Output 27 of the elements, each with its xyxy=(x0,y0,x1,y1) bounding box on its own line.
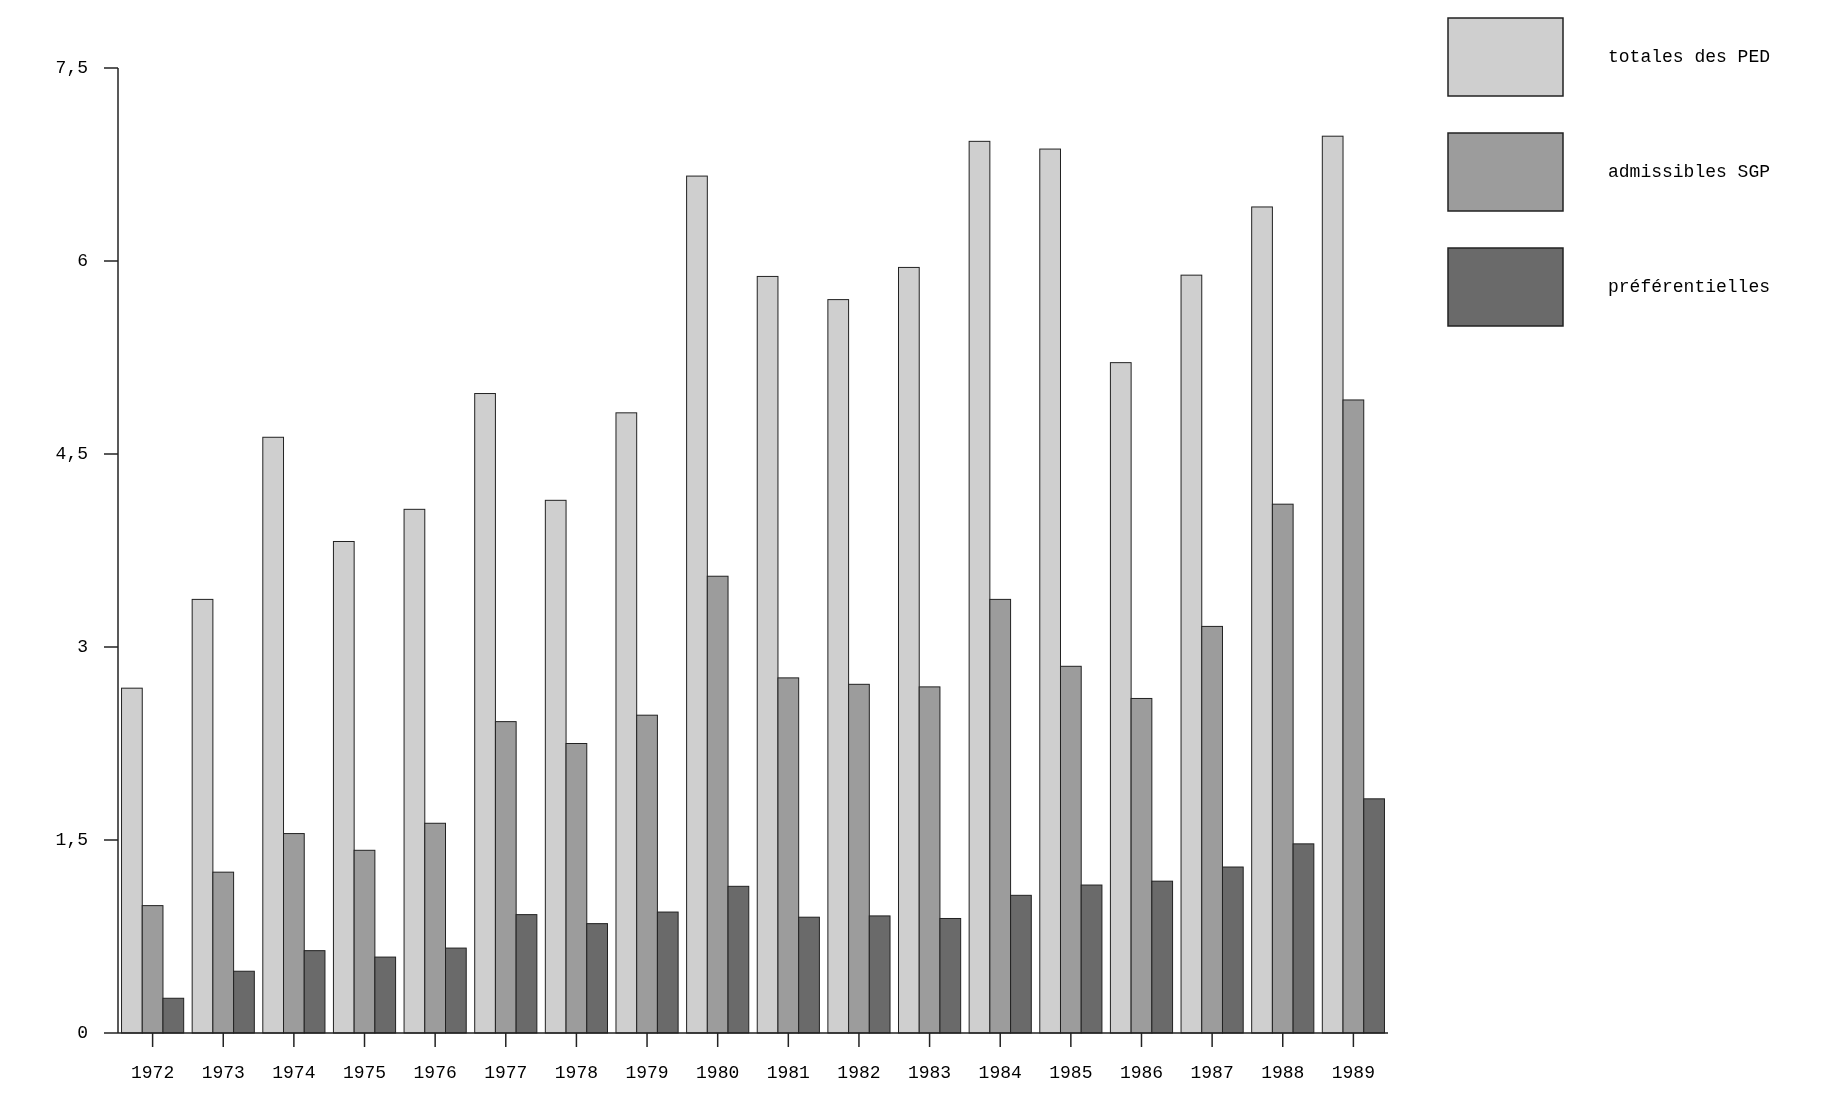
x-tick-label: 1976 xyxy=(413,1063,457,1083)
x-tick-label: 1972 xyxy=(131,1063,175,1083)
x-tick-label: 1975 xyxy=(342,1063,387,1083)
text: préférentielles xyxy=(1608,276,1771,297)
x-tick-label: 1988 xyxy=(1261,1063,1305,1083)
x-tick-label: 1983 xyxy=(907,1063,952,1083)
x-tick-label: 1982 xyxy=(837,1063,881,1083)
x-tick-label: 1984 xyxy=(978,1063,1022,1083)
x-tick-label: 1989 xyxy=(1331,1063,1375,1083)
x-tick-label: 1985 xyxy=(1049,1063,1093,1083)
y-tick-label: 7,5 xyxy=(55,57,88,78)
text: admissibles SGP xyxy=(1608,161,1771,182)
y-tick-label: 4,5 xyxy=(55,443,88,464)
x-tick-label: 1973 xyxy=(201,1063,245,1083)
x-tick-label: 1980 xyxy=(696,1063,740,1083)
y-tick-label: 3 xyxy=(77,636,88,657)
x-tick-label: 1986 xyxy=(1119,1063,1164,1083)
x-tick-label: 1978 xyxy=(554,1063,599,1083)
text: totales des PED xyxy=(1608,46,1771,67)
x-tick-label: 1974 xyxy=(272,1063,316,1083)
y-tick-label: 0 xyxy=(77,1022,88,1043)
x-tick-label: 1979 xyxy=(625,1063,669,1083)
x-tick-label: 1987 xyxy=(1190,1063,1234,1083)
y-tick-label: 1,5 xyxy=(55,829,88,850)
x-tick-label: 1981 xyxy=(766,1063,810,1083)
y-tick-label: 6 xyxy=(77,250,88,271)
x-tick-label: 1977 xyxy=(484,1063,528,1083)
